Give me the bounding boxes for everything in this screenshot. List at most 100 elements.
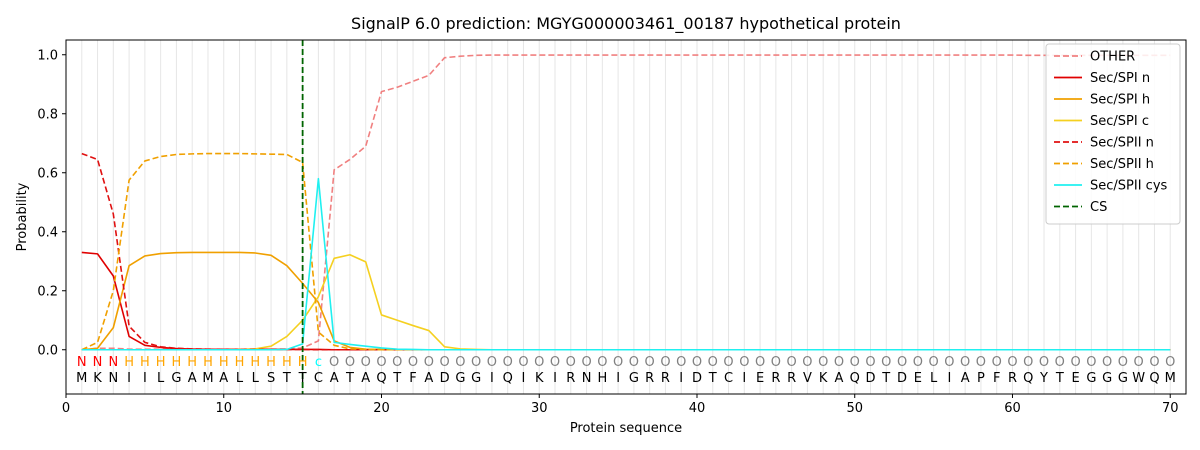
region-label: O bbox=[345, 355, 355, 370]
residue-label: I bbox=[947, 371, 951, 386]
region-label: O bbox=[645, 355, 655, 370]
region-label: O bbox=[439, 355, 449, 370]
region-label: O bbox=[850, 355, 860, 370]
region-label: O bbox=[1149, 355, 1159, 370]
region-label: c bbox=[315, 355, 322, 370]
region-label: O bbox=[361, 355, 371, 370]
residue-label: C bbox=[724, 371, 733, 386]
region-label: H bbox=[156, 355, 166, 370]
region-label: O bbox=[928, 355, 938, 370]
region-label: O bbox=[1007, 355, 1017, 370]
region-label: O bbox=[1165, 355, 1175, 370]
residue-label: D bbox=[865, 371, 875, 386]
region-label: O bbox=[471, 355, 481, 370]
region-label: O bbox=[534, 355, 544, 370]
region-label: O bbox=[392, 355, 402, 370]
residue-label: R bbox=[566, 371, 575, 386]
residue-label: I bbox=[742, 371, 746, 386]
region-label: O bbox=[455, 355, 465, 370]
region-label: O bbox=[692, 355, 702, 370]
residue-label: R bbox=[771, 371, 780, 386]
region-label: O bbox=[992, 355, 1002, 370]
region-label: O bbox=[1086, 355, 1096, 370]
x-tick-label: 30 bbox=[531, 401, 548, 416]
region-label: O bbox=[1118, 355, 1128, 370]
y-tick-label: 0.0 bbox=[37, 343, 58, 358]
legend-entry: Sec/SPII n bbox=[1090, 136, 1154, 151]
legend-entry: Sec/SPII h bbox=[1090, 157, 1154, 172]
region-label: O bbox=[771, 355, 781, 370]
x-axis-title: Protein sequence bbox=[570, 421, 682, 436]
plot-frame bbox=[65, 39, 1187, 395]
region-label: H bbox=[172, 355, 182, 370]
residue-label: T bbox=[282, 371, 291, 386]
region-label: O bbox=[881, 355, 891, 370]
region-label: O bbox=[1102, 355, 1112, 370]
residue-label: R bbox=[787, 371, 796, 386]
legend-entry: OTHER bbox=[1090, 50, 1135, 65]
region-label: N bbox=[93, 355, 103, 370]
region-label: O bbox=[708, 355, 718, 370]
x-tick-label: 70 bbox=[1162, 401, 1179, 416]
residue-label: Y bbox=[1039, 371, 1048, 386]
region-label: O bbox=[597, 355, 607, 370]
region-label: O bbox=[329, 355, 339, 370]
region-label: O bbox=[897, 355, 907, 370]
region-label: H bbox=[219, 355, 229, 370]
residue-label: A bbox=[835, 371, 844, 386]
region-label: O bbox=[676, 355, 686, 370]
residue-label: G bbox=[455, 371, 465, 386]
region-label: O bbox=[629, 355, 639, 370]
legend-entry: Sec/SPII cys bbox=[1090, 179, 1168, 194]
region-label: O bbox=[739, 355, 749, 370]
region-label: O bbox=[487, 355, 497, 370]
region-label: O bbox=[518, 355, 528, 370]
y-tick-label: 0.2 bbox=[37, 284, 58, 299]
axis-ticks: 0 10 20 30 40 50 60 70 0.0 0.2 0.4 0.6 0.8 1.0 bbox=[37, 48, 1178, 416]
residue-label: T bbox=[392, 371, 401, 386]
residue-label: D bbox=[692, 371, 702, 386]
y-axis-title: Probability bbox=[15, 182, 30, 251]
residue-label: G bbox=[471, 371, 481, 386]
region-label: O bbox=[960, 355, 970, 370]
residue-label: N bbox=[108, 371, 118, 386]
x-tick-label: 0 bbox=[62, 401, 70, 416]
region-label: O bbox=[1055, 355, 1065, 370]
residue-label: Q bbox=[503, 371, 513, 386]
x-tick-label: 60 bbox=[1004, 401, 1021, 416]
residue-label: E bbox=[914, 371, 922, 386]
residue-label: T bbox=[345, 371, 354, 386]
region-label: O bbox=[755, 355, 765, 370]
residue-label: A bbox=[424, 371, 433, 386]
residue-label: K bbox=[819, 371, 828, 386]
residue-label: R bbox=[661, 371, 670, 386]
series-line-sec-spii-cys bbox=[81, 177, 1171, 351]
residue-label: F bbox=[409, 371, 416, 386]
region-label: H bbox=[235, 355, 245, 370]
residue-label: G bbox=[1118, 371, 1128, 386]
residue-label: E bbox=[756, 371, 764, 386]
residue-label: D bbox=[897, 371, 907, 386]
residue-label: G bbox=[171, 371, 181, 386]
residue-label: I bbox=[616, 371, 620, 386]
residue-label: Q bbox=[1023, 371, 1033, 386]
region-label: O bbox=[913, 355, 923, 370]
residue-label: L bbox=[930, 371, 938, 386]
residue-label: A bbox=[330, 371, 339, 386]
residue-label: I bbox=[553, 371, 557, 386]
region-label: O bbox=[1070, 355, 1080, 370]
residue-label: R bbox=[1008, 371, 1017, 386]
y-tick-label: 0.4 bbox=[37, 225, 58, 240]
region-label: O bbox=[834, 355, 844, 370]
region-label: O bbox=[818, 355, 828, 370]
residue-label: T bbox=[708, 371, 717, 386]
legend-entry: CS bbox=[1090, 200, 1107, 215]
residue-label: M bbox=[76, 371, 87, 386]
region-label: H bbox=[282, 355, 292, 370]
residue-label: A bbox=[188, 371, 197, 386]
residue-label: I bbox=[522, 371, 526, 386]
residue-label: A bbox=[361, 371, 370, 386]
region-label: O bbox=[376, 355, 386, 370]
region-label: H bbox=[187, 355, 197, 370]
